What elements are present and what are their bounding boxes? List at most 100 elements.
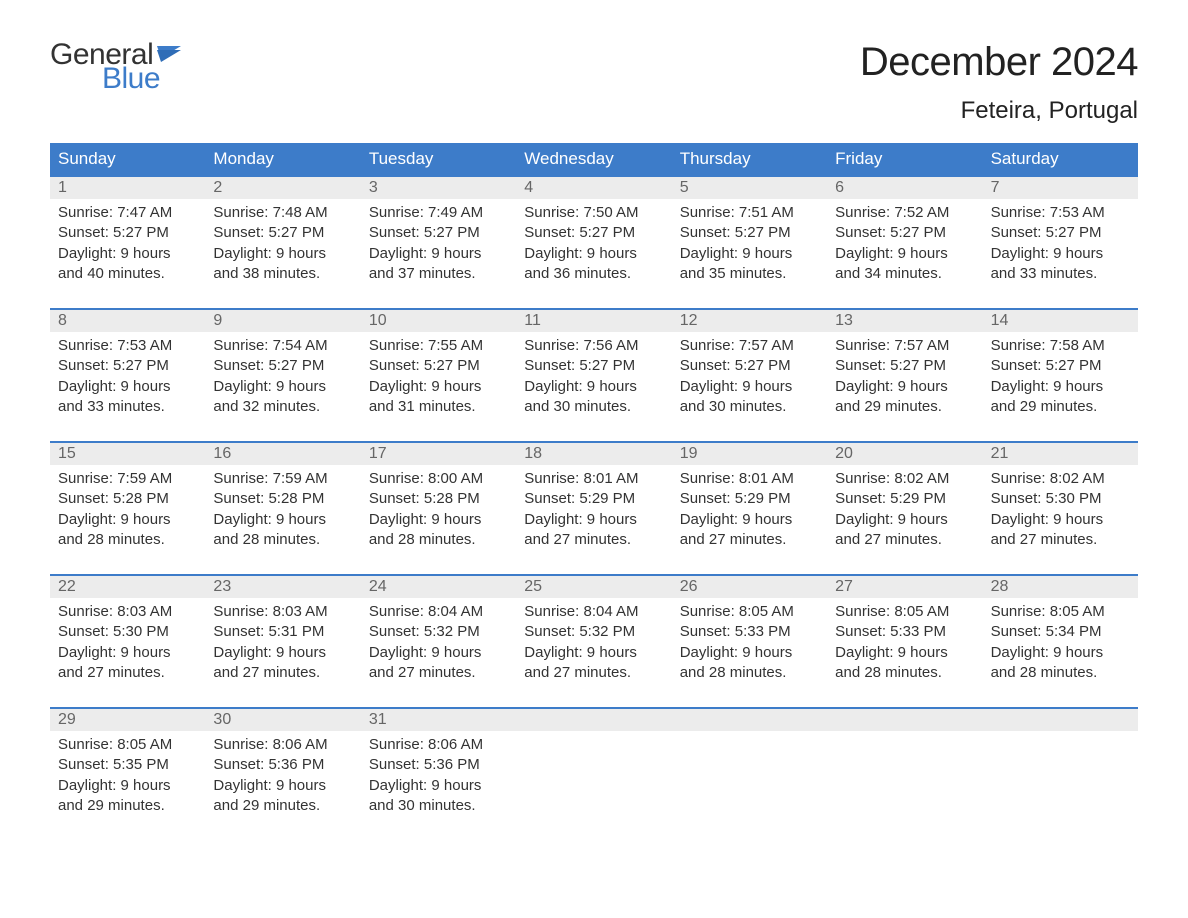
day-number: 13	[827, 310, 982, 332]
day-day2-line: and 27 minutes.	[58, 663, 197, 683]
brand-word-2: Blue	[102, 64, 185, 94]
calendar-day-cell: 19Sunrise: 8:01 AMSunset: 5:29 PMDayligh…	[672, 443, 827, 556]
day-sunrise-line: Sunrise: 8:04 AM	[369, 602, 508, 622]
day-sunset-line: Sunset: 5:27 PM	[369, 356, 508, 376]
day-number: 14	[983, 310, 1138, 332]
day-sunrise-line: Sunrise: 8:06 AM	[213, 735, 352, 755]
calendar-day-cell: 21Sunrise: 8:02 AMSunset: 5:30 PMDayligh…	[983, 443, 1138, 556]
calendar-day-cell: 18Sunrise: 8:01 AMSunset: 5:29 PMDayligh…	[516, 443, 671, 556]
calendar-day-cell	[827, 709, 982, 822]
day-sunrise-line: Sunrise: 8:02 AM	[835, 469, 974, 489]
day-body: Sunrise: 7:57 AMSunset: 5:27 PMDaylight:…	[672, 332, 827, 423]
day-number: 22	[50, 576, 205, 598]
day-day1-line: Daylight: 9 hours	[213, 377, 352, 397]
day-sunset-line: Sunset: 5:33 PM	[835, 622, 974, 642]
day-day2-line: and 38 minutes.	[213, 264, 352, 284]
day-day2-line: and 27 minutes.	[369, 663, 508, 683]
day-number	[516, 709, 671, 731]
day-sunrise-line: Sunrise: 7:56 AM	[524, 336, 663, 356]
weekday-header: Sunday	[50, 143, 205, 175]
day-sunrise-line: Sunrise: 7:51 AM	[680, 203, 819, 223]
day-day1-line: Daylight: 9 hours	[680, 244, 819, 264]
calendar-day-cell: 20Sunrise: 8:02 AMSunset: 5:29 PMDayligh…	[827, 443, 982, 556]
day-body: Sunrise: 8:02 AMSunset: 5:30 PMDaylight:…	[983, 465, 1138, 556]
calendar-day-cell: 30Sunrise: 8:06 AMSunset: 5:36 PMDayligh…	[205, 709, 360, 822]
day-number: 7	[983, 177, 1138, 199]
calendar: SundayMondayTuesdayWednesdayThursdayFrid…	[50, 143, 1138, 822]
calendar-week: 1Sunrise: 7:47 AMSunset: 5:27 PMDaylight…	[50, 175, 1138, 290]
day-sunrise-line: Sunrise: 8:05 AM	[835, 602, 974, 622]
day-sunrise-line: Sunrise: 8:06 AM	[369, 735, 508, 755]
day-day1-line: Daylight: 9 hours	[369, 244, 508, 264]
day-number: 1	[50, 177, 205, 199]
day-sunrise-line: Sunrise: 7:59 AM	[213, 469, 352, 489]
day-sunset-line: Sunset: 5:31 PM	[213, 622, 352, 642]
day-day2-line: and 27 minutes.	[991, 530, 1130, 550]
day-sunrise-line: Sunrise: 8:01 AM	[680, 469, 819, 489]
day-sunset-line: Sunset: 5:36 PM	[213, 755, 352, 775]
calendar-day-cell	[672, 709, 827, 822]
month-title: December 2024	[860, 40, 1138, 85]
day-day2-line: and 28 minutes.	[369, 530, 508, 550]
day-day2-line: and 27 minutes.	[524, 530, 663, 550]
day-sunset-line: Sunset: 5:30 PM	[991, 489, 1130, 509]
day-number: 12	[672, 310, 827, 332]
day-day1-line: Daylight: 9 hours	[835, 510, 974, 530]
day-day1-line: Daylight: 9 hours	[524, 510, 663, 530]
day-sunrise-line: Sunrise: 7:53 AM	[991, 203, 1130, 223]
day-body: Sunrise: 7:53 AMSunset: 5:27 PMDaylight:…	[50, 332, 205, 423]
day-number: 8	[50, 310, 205, 332]
weekday-header: Saturday	[983, 143, 1138, 175]
day-body	[827, 731, 982, 791]
day-body: Sunrise: 7:55 AMSunset: 5:27 PMDaylight:…	[361, 332, 516, 423]
day-number: 10	[361, 310, 516, 332]
day-sunset-line: Sunset: 5:32 PM	[524, 622, 663, 642]
day-day2-line: and 27 minutes.	[680, 530, 819, 550]
day-day2-line: and 32 minutes.	[213, 397, 352, 417]
day-sunset-line: Sunset: 5:35 PM	[58, 755, 197, 775]
day-body: Sunrise: 8:05 AMSunset: 5:35 PMDaylight:…	[50, 731, 205, 822]
calendar-day-cell: 5Sunrise: 7:51 AMSunset: 5:27 PMDaylight…	[672, 177, 827, 290]
calendar-day-cell: 4Sunrise: 7:50 AMSunset: 5:27 PMDaylight…	[516, 177, 671, 290]
calendar-day-cell: 15Sunrise: 7:59 AMSunset: 5:28 PMDayligh…	[50, 443, 205, 556]
day-number: 6	[827, 177, 982, 199]
day-day1-line: Daylight: 9 hours	[835, 244, 974, 264]
day-day1-line: Daylight: 9 hours	[213, 776, 352, 796]
location-label: Feteira, Portugal	[860, 97, 1138, 125]
day-sunrise-line: Sunrise: 7:50 AM	[524, 203, 663, 223]
calendar-day-cell: 14Sunrise: 7:58 AMSunset: 5:27 PMDayligh…	[983, 310, 1138, 423]
day-day1-line: Daylight: 9 hours	[369, 643, 508, 663]
day-day2-line: and 30 minutes.	[680, 397, 819, 417]
day-day1-line: Daylight: 9 hours	[369, 510, 508, 530]
day-sunset-line: Sunset: 5:27 PM	[680, 223, 819, 243]
day-day2-line: and 27 minutes.	[213, 663, 352, 683]
day-number	[983, 709, 1138, 731]
calendar-day-cell: 10Sunrise: 7:55 AMSunset: 5:27 PMDayligh…	[361, 310, 516, 423]
day-day1-line: Daylight: 9 hours	[58, 643, 197, 663]
day-sunset-line: Sunset: 5:27 PM	[58, 356, 197, 376]
day-day1-line: Daylight: 9 hours	[213, 510, 352, 530]
day-number: 21	[983, 443, 1138, 465]
day-body: Sunrise: 8:01 AMSunset: 5:29 PMDaylight:…	[672, 465, 827, 556]
day-number: 9	[205, 310, 360, 332]
day-sunset-line: Sunset: 5:29 PM	[680, 489, 819, 509]
day-sunrise-line: Sunrise: 8:00 AM	[369, 469, 508, 489]
day-number: 17	[361, 443, 516, 465]
day-body: Sunrise: 7:59 AMSunset: 5:28 PMDaylight:…	[205, 465, 360, 556]
day-sunrise-line: Sunrise: 7:57 AM	[680, 336, 819, 356]
day-day2-line: and 28 minutes.	[58, 530, 197, 550]
day-day1-line: Daylight: 9 hours	[524, 244, 663, 264]
day-sunrise-line: Sunrise: 8:05 AM	[58, 735, 197, 755]
day-number: 24	[361, 576, 516, 598]
day-number: 18	[516, 443, 671, 465]
day-sunset-line: Sunset: 5:27 PM	[213, 356, 352, 376]
day-day1-line: Daylight: 9 hours	[991, 510, 1130, 530]
day-sunrise-line: Sunrise: 8:05 AM	[991, 602, 1130, 622]
calendar-day-cell: 28Sunrise: 8:05 AMSunset: 5:34 PMDayligh…	[983, 576, 1138, 689]
day-sunset-line: Sunset: 5:28 PM	[369, 489, 508, 509]
day-body: Sunrise: 8:05 AMSunset: 5:33 PMDaylight:…	[672, 598, 827, 689]
day-body: Sunrise: 7:58 AMSunset: 5:27 PMDaylight:…	[983, 332, 1138, 423]
calendar-day-cell	[983, 709, 1138, 822]
day-day2-line: and 28 minutes.	[991, 663, 1130, 683]
day-number: 25	[516, 576, 671, 598]
